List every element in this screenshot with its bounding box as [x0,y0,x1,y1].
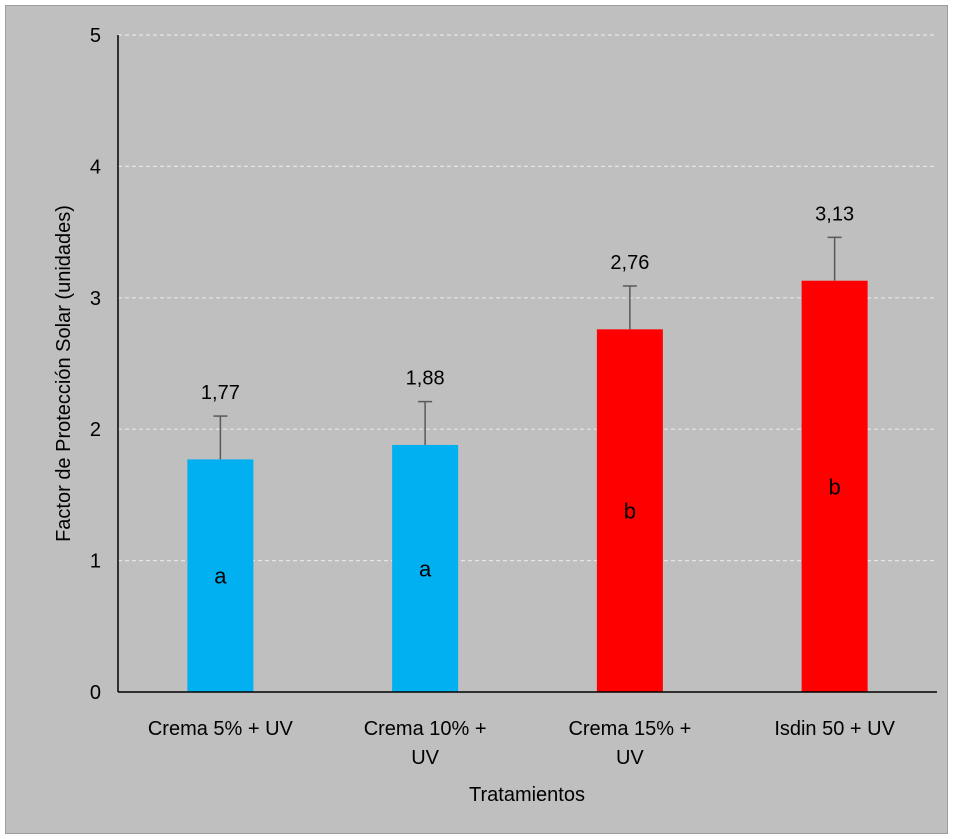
bar [596,329,663,692]
bar [801,280,868,692]
y-tick-label: 1 [90,551,101,573]
group-letter: a [419,556,432,581]
data-label: 2,76 [610,252,649,274]
x-axis-title: Tratamientos [469,784,585,806]
data-label: 3,13 [815,203,854,225]
bar [187,459,254,692]
group-letter: b [829,474,841,499]
x-category-label: Crema 10% + [364,718,487,740]
y-tick-label: 3 [90,288,101,310]
y-tick-label: 0 [90,682,101,704]
x-category-label: UV [616,747,644,769]
y-tick-label: 5 [90,25,101,47]
y-tick-label: 4 [90,156,101,178]
x-category-label: Crema 5% + UV [148,718,294,740]
group-letter: b [624,499,636,524]
bar [392,444,459,692]
x-category-label: Crema 15% + [568,718,691,740]
y-tick-label: 2 [90,419,101,441]
y-axis-title: Factor de Protección Solar (unidades) [53,205,75,542]
x-category-label: UV [411,747,439,769]
data-label: 1,77 [201,382,240,404]
data-label: 1,88 [406,368,445,390]
group-letter: a [214,564,227,589]
x-category-label: Isdin 50 + UV [774,718,895,740]
chart-frame [5,5,948,834]
